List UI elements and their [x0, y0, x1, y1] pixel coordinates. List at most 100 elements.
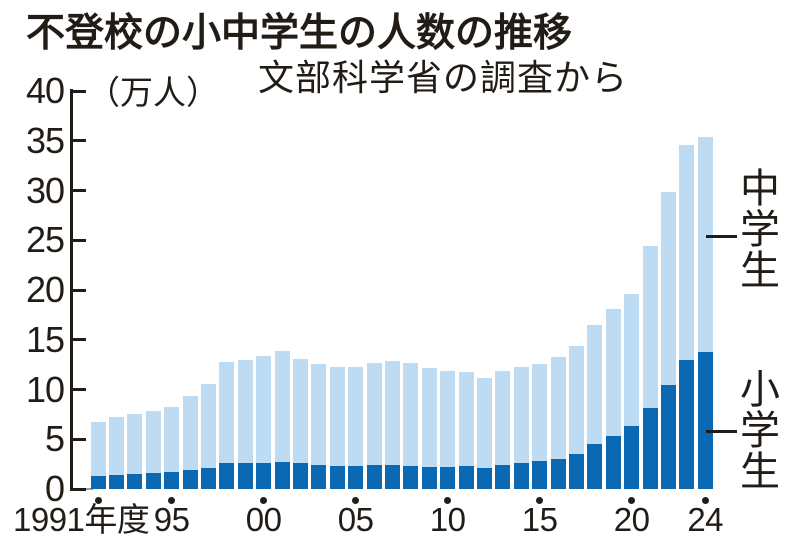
bar-2023-elementary [679, 359, 695, 489]
legend-junior-high-leader-line [706, 235, 737, 238]
x-axis-label-1995: 95 [153, 501, 190, 538]
bar-2022-elementary [660, 384, 676, 489]
bar-2003-elementary [311, 465, 327, 489]
bar-2021-elementary [642, 408, 658, 489]
bar-2004-elementary [329, 466, 345, 489]
y-axis-tick-20 [70, 288, 86, 292]
bar-1992-elementary [108, 475, 124, 489]
y-axis-label-5: 5 [44, 418, 65, 460]
bar-2012-junior-high [476, 377, 492, 469]
bar-2013-junior-high [495, 370, 511, 466]
y-axis-tick-25 [70, 238, 86, 242]
bar-2018-junior-high [587, 324, 603, 445]
bar-2013-elementary [495, 465, 511, 489]
y-axis-unit-label: （万人） [87, 74, 219, 111]
bar-2016-junior-high [550, 356, 566, 460]
year-marker-dot-2015 [536, 497, 544, 504]
y-axis-tick-10 [70, 388, 86, 391]
y-axis-label-20: 20 [25, 269, 65, 310]
x-axis-label-2020: 20 [613, 501, 650, 538]
bar-2011-elementary [458, 466, 474, 489]
bar-2006-junior-high [366, 362, 382, 466]
bar-1996-junior-high [182, 395, 198, 471]
bar-2017-elementary [568, 454, 584, 489]
bar-1993-elementary [127, 474, 143, 489]
y-axis-label-25: 25 [25, 219, 65, 261]
bar-2008-junior-high [403, 362, 419, 467]
bar-2020-elementary [624, 426, 640, 489]
bar-1997-junior-high [200, 383, 216, 469]
bar-1999-junior-high [237, 359, 253, 464]
bar-2024-elementary [697, 351, 713, 489]
bar-2014-junior-high [513, 366, 529, 464]
bar-2010-elementary [440, 467, 456, 489]
bar-1994-junior-high [145, 411, 161, 474]
bar-2000-elementary [256, 463, 272, 489]
bar-2011-junior-high [458, 371, 474, 467]
y-axis-tick-0 [70, 487, 86, 491]
x-axis-label-1991: 1991年度 [13, 501, 150, 538]
bar-2007-elementary [384, 465, 400, 489]
year-marker-dot-2024 [701, 497, 709, 504]
bar-2019-elementary [605, 436, 621, 489]
bar-2002-elementary [292, 463, 308, 489]
bar-2001-junior-high [274, 350, 290, 463]
bar-2016-elementary [550, 459, 566, 489]
legend-junior-high-label: 中学生 [734, 167, 778, 290]
bar-2002-junior-high [292, 358, 308, 464]
bar-2017-junior-high [568, 345, 584, 455]
year-marker-dot-2010 [444, 497, 452, 504]
legend-elementary-label: 小学生 [734, 368, 778, 491]
bar-2005-junior-high [348, 366, 364, 467]
bar-2015-junior-high [532, 363, 548, 462]
bar-1998-junior-high [219, 361, 235, 464]
bar-2008-elementary [403, 466, 419, 489]
bar-1995-elementary [164, 472, 180, 489]
y-axis-tick-15 [70, 338, 86, 342]
bar-2004-junior-high [329, 366, 345, 467]
bar-2007-junior-high [384, 360, 400, 466]
y-axis-label-15: 15 [25, 318, 65, 360]
bar-2005-elementary [348, 466, 364, 489]
y-axis-label-40: 40 [25, 70, 65, 111]
year-marker-dot-2000 [260, 497, 268, 504]
bar-1994-elementary [145, 473, 161, 489]
bar-2015-elementary [532, 461, 548, 489]
x-axis-label-2010: 10 [429, 501, 466, 538]
x-axis-label-2005: 05 [337, 501, 374, 538]
chart-title: 不登校の小中学生の人数の推移 [26, 12, 573, 55]
y-axis-label-10: 10 [25, 368, 65, 410]
bar-2023-junior-high [679, 144, 695, 360]
year-marker-dot-1991 [94, 497, 102, 504]
x-axis-label-2015: 15 [521, 501, 558, 538]
bar-2024-junior-high [697, 136, 713, 352]
bar-2018-elementary [587, 444, 603, 489]
bar-1996-elementary [182, 470, 198, 489]
bar-2014-elementary [513, 463, 529, 489]
bar-1992-junior-high [108, 417, 124, 476]
bar-2010-junior-high [440, 370, 456, 468]
bar-2021-junior-high [642, 246, 658, 409]
bar-1997-elementary [200, 468, 216, 489]
y-axis-label-0: 0 [44, 468, 65, 509]
y-axis-label-35: 35 [25, 119, 65, 161]
bar-1999-elementary [237, 463, 253, 489]
year-marker-dot-1995 [168, 497, 176, 504]
bar-1995-junior-high [164, 407, 180, 473]
bar-1991-elementary [90, 476, 106, 489]
legend-elementary-leader-line [706, 430, 737, 433]
year-marker-dot-2020 [628, 497, 636, 504]
bar-2009-junior-high [421, 367, 437, 468]
x-axis-label-2024: 24 [687, 501, 724, 538]
bar-2019-junior-high [605, 308, 621, 437]
bar-2000-junior-high [256, 355, 272, 464]
bar-1991-junior-high [90, 422, 106, 476]
bar-2012-elementary [476, 468, 492, 489]
y-axis-tick-40 [70, 89, 86, 93]
bar-1993-junior-high [127, 414, 143, 475]
bar-2020-junior-high [624, 294, 640, 427]
bar-2001-elementary [274, 462, 290, 489]
y-axis-tick-30 [70, 189, 86, 192]
bar-1998-elementary [219, 463, 235, 489]
